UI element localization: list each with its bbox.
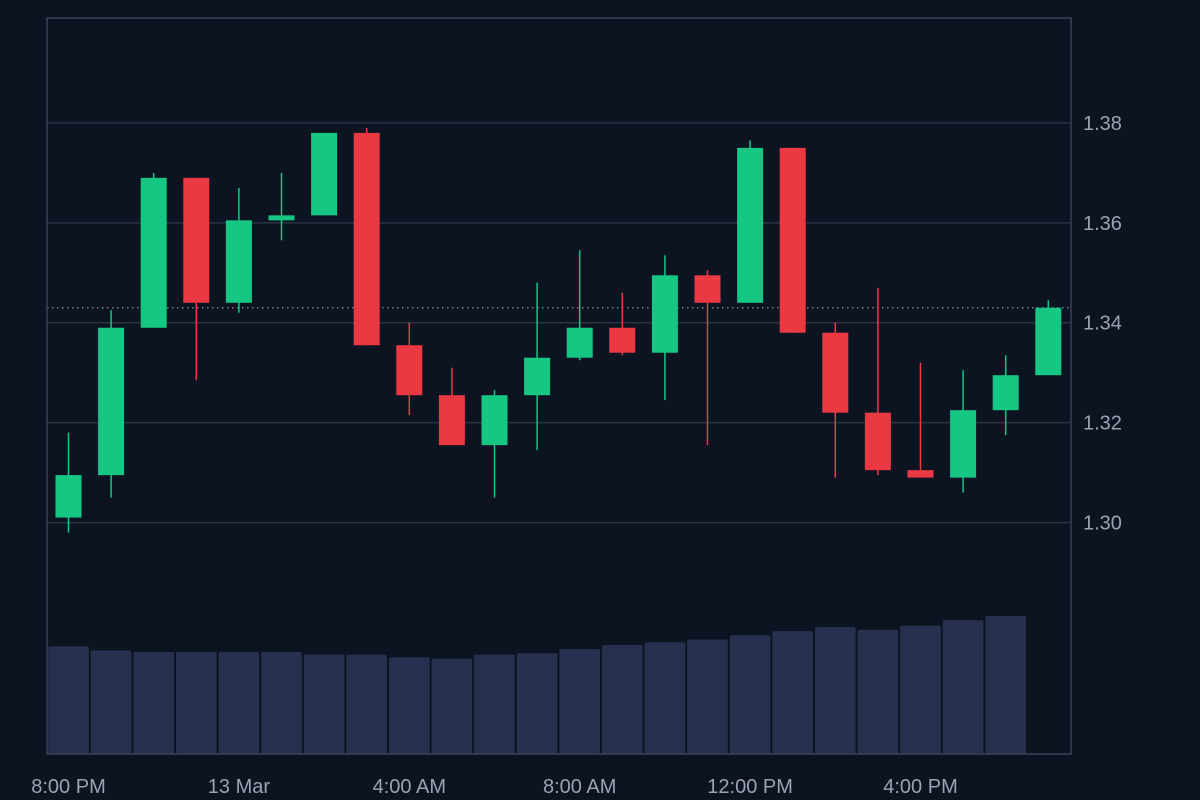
candle-body	[396, 345, 423, 396]
candle-6	[311, 132, 338, 216]
volume-bars	[48, 616, 1026, 754]
candle-14	[651, 255, 678, 401]
candle-body	[353, 132, 380, 346]
candle-19	[864, 287, 891, 476]
x-tick-label: 8:00 PM	[31, 776, 105, 798]
volume-bar-14	[644, 642, 686, 754]
candle-5	[268, 172, 295, 241]
volume-bar-1	[90, 650, 132, 754]
candle-body	[694, 275, 721, 303]
y-tick-label: 1.30	[1083, 513, 1122, 535]
candle-15	[694, 270, 721, 446]
candle-9	[438, 367, 465, 446]
volume-bar-17	[772, 631, 813, 754]
y-tick-label: 1.32	[1083, 413, 1122, 435]
candle-11	[524, 282, 551, 451]
candle-body	[183, 177, 210, 303]
candle-12	[566, 250, 593, 361]
volume-bar-21	[942, 620, 984, 754]
candle-0	[55, 432, 82, 533]
y-tick-label: 1.34	[1083, 313, 1122, 335]
candle-3	[183, 177, 210, 381]
x-axis-labels: 8:00 PM 13 Mar 4:00 AM 8:00 AM 12:00 PM 4:00 …	[31, 776, 957, 798]
x-tick-label: 4:00 PM	[883, 776, 957, 798]
plot-frame	[46, 17, 1072, 755]
candle-body	[950, 410, 977, 478]
volume-bar-2	[133, 651, 174, 754]
candle-18	[822, 322, 849, 478]
candle-23	[1035, 300, 1062, 376]
candle-body	[907, 470, 934, 478]
candle-21	[950, 370, 977, 493]
volume-bar-22	[985, 616, 1026, 754]
volume-bar-3	[176, 651, 217, 754]
candle-body	[822, 332, 849, 413]
candle-body	[268, 215, 295, 221]
candle-17	[779, 147, 806, 333]
volume-bar-18	[815, 627, 856, 754]
candle-body	[779, 147, 806, 333]
candle-body	[140, 177, 167, 328]
candle-body	[481, 395, 508, 446]
candle-body	[225, 220, 252, 303]
volume-bar-8	[389, 657, 430, 754]
candle-body	[1035, 307, 1062, 376]
volume-bar-10	[474, 654, 515, 754]
y-axis-labels: 1.30 1.32 1.34 1.36 1.38	[1083, 113, 1122, 535]
candle-body	[566, 327, 593, 358]
candle-2	[140, 172, 167, 328]
candle-body	[98, 327, 125, 476]
y-tick-label: 1.36	[1083, 213, 1122, 235]
candles	[55, 127, 1062, 533]
candle-body	[992, 375, 1019, 411]
candle-8	[396, 322, 423, 416]
candle-body	[311, 132, 338, 216]
candle-1	[98, 310, 125, 498]
candle-body	[55, 475, 82, 518]
candle-16	[737, 140, 764, 303]
volume-bar-0	[48, 646, 89, 754]
volume-bar-7	[346, 654, 387, 754]
volume-bar-15	[687, 639, 728, 754]
volume-bar-5	[261, 651, 302, 754]
x-tick-label: 8:00 AM	[543, 776, 616, 798]
candle-4	[225, 187, 252, 313]
volume-bar-12	[559, 649, 600, 754]
volume-bar-20	[900, 625, 941, 754]
candle-20	[907, 362, 934, 478]
volume-bar-16	[729, 635, 771, 754]
candle-body	[609, 327, 636, 353]
plot-border	[46, 17, 1072, 755]
gridlines	[47, 122, 1071, 524]
x-tick-label: 4:00 AM	[373, 776, 446, 798]
volume-bar-11	[516, 653, 558, 754]
candle-22	[992, 355, 1019, 436]
candle-body	[651, 275, 678, 353]
candle-body	[524, 357, 551, 396]
volume-bar-4	[218, 651, 260, 754]
candle-body	[438, 395, 465, 446]
x-tick-label: 13 Mar	[208, 776, 271, 798]
volume-bar-19	[857, 629, 899, 754]
candle-13	[609, 292, 636, 356]
volume-bar-13	[602, 644, 643, 754]
candle-10	[481, 390, 508, 498]
candle-body	[737, 147, 764, 303]
y-tick-label: 1.38	[1083, 113, 1122, 135]
candle-body	[864, 412, 891, 471]
candle-7	[353, 127, 380, 346]
volume-bar-6	[303, 654, 345, 754]
volume-bar-9	[431, 658, 473, 754]
x-tick-label: 12:00 PM	[707, 776, 793, 798]
